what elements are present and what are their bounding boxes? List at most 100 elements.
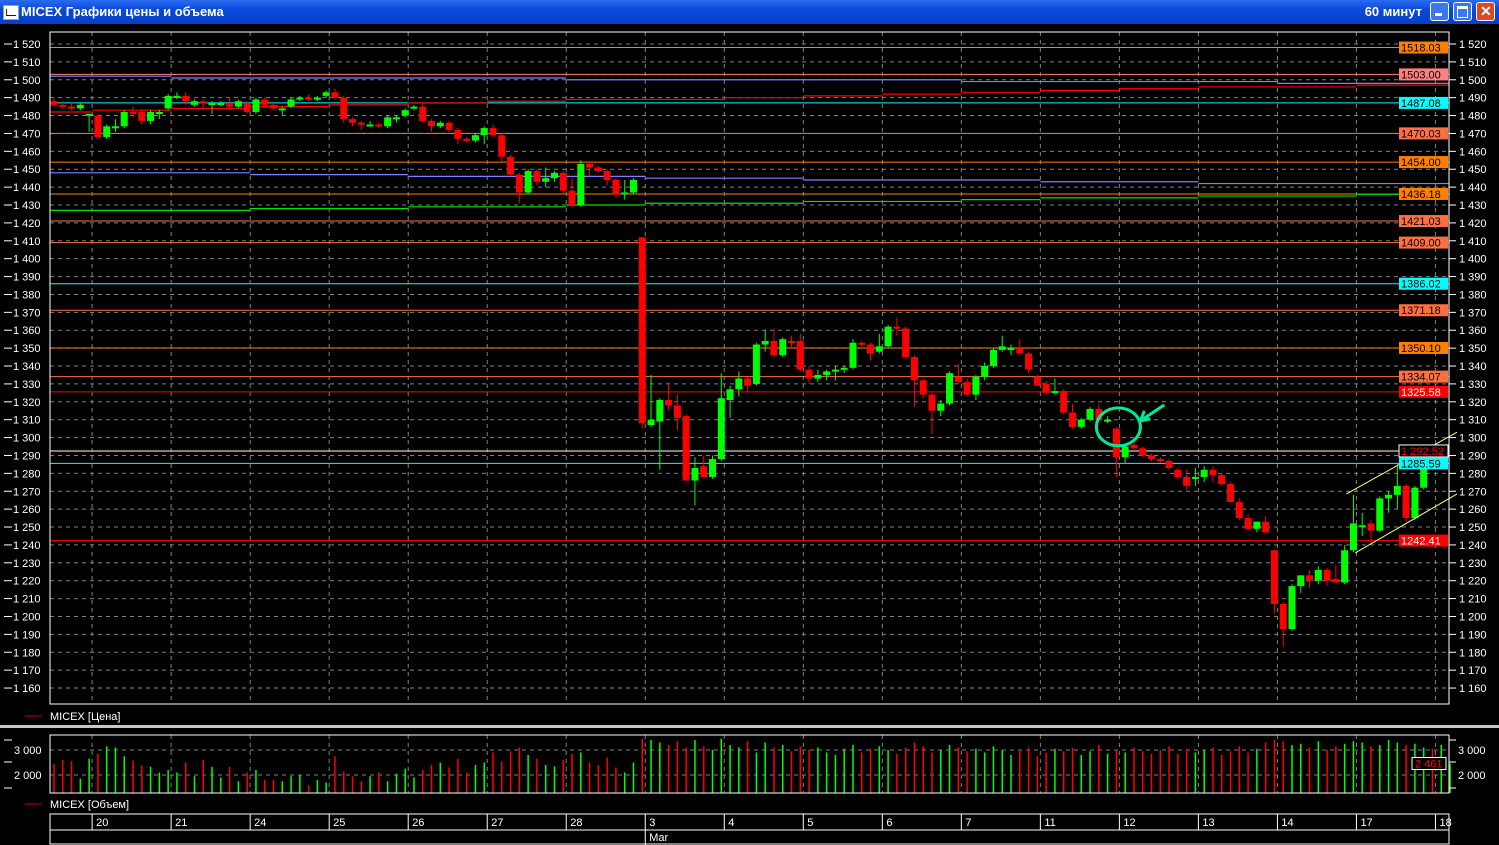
y-tick-label-right: 1 360: [1459, 325, 1487, 337]
minimize-button[interactable]: [1430, 2, 1449, 21]
price-level-value: 1421.03: [1401, 216, 1441, 228]
candle-up: [217, 103, 225, 106]
candle-up: [287, 99, 295, 107]
close-button[interactable]: [1476, 2, 1495, 21]
candle-down: [963, 382, 971, 395]
candle-up: [190, 101, 198, 105]
y-tick-label: 1 370: [13, 307, 41, 319]
y-tick-label: 1 400: [13, 254, 41, 266]
candle-down: [419, 106, 427, 121]
candle-up: [278, 108, 286, 111]
candle-down: [1218, 475, 1226, 485]
panel-splitter[interactable]: [0, 725, 1499, 728]
volume-legend: MICEX [Объем]: [50, 799, 129, 811]
candle-up: [410, 106, 418, 109]
candle-up: [1420, 466, 1428, 488]
candle-up: [147, 111, 155, 121]
candle-down: [1095, 408, 1103, 420]
moving-average-lines: [50, 75, 1449, 211]
y-tick-label: 1 350: [13, 343, 41, 355]
price-level-value: 1371.18: [1401, 305, 1441, 317]
y-tick-label-right: 1 310: [1459, 415, 1487, 427]
candle-up: [1376, 498, 1384, 531]
y-tick-label: 1 330: [13, 379, 41, 391]
y-tick-label-right: 1 230: [1459, 558, 1487, 570]
candle-up: [709, 459, 716, 477]
y-tick-label: 1 410: [13, 236, 41, 248]
candle-up: [164, 95, 172, 109]
y-tick-label: 1 470: [13, 128, 41, 140]
candle-down: [1112, 428, 1120, 458]
day-label: 27: [491, 817, 503, 829]
volume-plot-frame: [49, 734, 1450, 794]
day-label: 25: [333, 817, 345, 829]
y-tick-label: 1 500: [13, 75, 41, 87]
y-tick-label-right: 1 300: [1459, 433, 1487, 445]
candle-down: [50, 101, 58, 105]
price-axis: 1 520 1 520 1 510 1 510 1 500 1 500 1 490 1 490…: [4, 39, 1487, 695]
candle-up: [1297, 575, 1305, 587]
candle-up: [849, 342, 857, 368]
trend-channel-line: [1354, 493, 1458, 554]
candle-up: [111, 126, 119, 129]
candle-up: [322, 92, 330, 96]
candle-up: [542, 178, 550, 182]
arrow-annotation: [1138, 403, 1166, 423]
candle-down: [682, 416, 690, 481]
day-label: 5: [807, 817, 813, 829]
y-tick-label-right: 1 190: [1459, 629, 1487, 641]
y-tick-label: 1 240: [13, 540, 41, 552]
candle-up: [621, 192, 629, 195]
price-level-value: 1325.58: [1401, 387, 1441, 399]
candle-down: [507, 156, 515, 175]
candle-down: [700, 466, 708, 477]
candle-up: [1341, 550, 1349, 583]
candle-up: [972, 376, 980, 395]
candle-down: [770, 340, 778, 356]
day-label: 11: [1044, 817, 1055, 829]
candle-down: [68, 106, 76, 109]
y-tick-label: 1 280: [13, 468, 41, 480]
period-label[interactable]: 60 минут: [1364, 4, 1422, 19]
day-label: 17: [1360, 817, 1372, 829]
price-volume-chart[interactable]: 1 520 1 520 1 510 1 510 1 500 1 500 1 490 1 490…: [0, 24, 1499, 845]
candle-up: [629, 179, 637, 193]
candle-up: [989, 349, 997, 367]
candle-down: [1270, 550, 1278, 604]
day-label: 6: [886, 817, 892, 829]
y-tick-label-right: 1 450: [1459, 164, 1487, 176]
y-tick-label-right: 1 240: [1459, 540, 1487, 552]
price-level-value: 1 292,52: [1401, 446, 1444, 458]
candle-down: [603, 171, 611, 180]
candle-up: [471, 135, 479, 141]
y-tick-label: 1 490: [13, 93, 41, 105]
candle-down: [568, 190, 576, 206]
y-tick-label-right: 1 460: [1459, 146, 1487, 158]
candle-down: [1279, 603, 1287, 630]
candle-down: [349, 119, 357, 123]
y-tick-label-right: 1 180: [1459, 647, 1487, 659]
maximize-button[interactable]: [1453, 2, 1472, 21]
candle-down: [1235, 501, 1243, 519]
price-level-badge: [1399, 457, 1448, 470]
candle-down: [1244, 518, 1252, 529]
y-tick-label-right: 1 380: [1459, 289, 1487, 301]
candle-up: [1411, 487, 1419, 519]
candle-up: [840, 367, 848, 370]
volume-tick-label: 3 000: [14, 745, 42, 757]
price-level-badge: [1399, 96, 1448, 109]
y-tick-label-right: 1 520: [1459, 39, 1487, 51]
candle-down: [1139, 448, 1147, 456]
candle-up: [691, 467, 699, 481]
candle-down: [893, 326, 901, 329]
candle-down: [454, 129, 462, 139]
candle-down: [515, 174, 523, 193]
y-tick-label-right: 1 340: [1459, 361, 1487, 373]
y-tick-label: 1 260: [13, 504, 41, 516]
price-level-badge: [1399, 127, 1448, 140]
day-label: 26: [412, 817, 424, 829]
candle-up: [1349, 523, 1357, 551]
month-label: Mar: [649, 832, 668, 844]
candle-down: [375, 124, 383, 127]
candle-down: [428, 120, 436, 127]
